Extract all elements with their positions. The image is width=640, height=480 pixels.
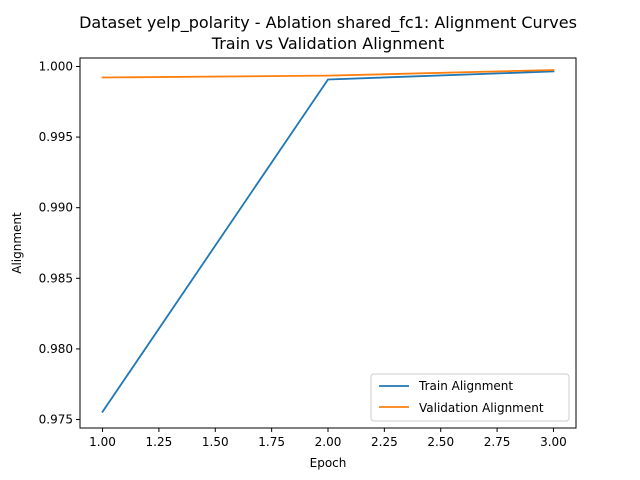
y-tick-label: 0.990 — [39, 201, 73, 215]
x-axis-label: Epoch — [310, 456, 347, 470]
y-tick-label: 1.000 — [39, 59, 73, 73]
x-tick-label: 1.50 — [202, 435, 229, 449]
x-tick-label: 3.00 — [540, 435, 567, 449]
plot-frame — [79, 57, 577, 429]
series-line-validation — [101, 69, 555, 79]
series-line-train — [101, 70, 555, 414]
x-tick-label: 2.50 — [427, 435, 454, 449]
y-axis-label: Alignment — [10, 212, 24, 274]
x-tick-label: 1.00 — [89, 435, 116, 449]
chart-subtitle: Train vs Validation Alignment — [211, 34, 444, 53]
y-tick-label: 0.980 — [39, 342, 73, 356]
legend-box — [370, 373, 570, 422]
y-tick-label: 0.975 — [39, 413, 73, 427]
x-tick-label: 1.25 — [146, 435, 173, 449]
y-tick-label: 0.995 — [39, 130, 73, 144]
legend-label-validation: Validation Alignment — [419, 401, 544, 415]
series-lines — [101, 69, 555, 414]
legend-label-train: Train Alignment — [418, 379, 513, 393]
legend: Train Alignment Validation Alignment — [370, 373, 570, 422]
chart-title: Dataset yelp_polarity - Ablation shared_… — [79, 13, 577, 33]
x-tick-label: 2.25 — [371, 435, 398, 449]
y-tick-label: 0.985 — [39, 271, 73, 285]
plot-area — [79, 57, 577, 429]
y-axis: 0.975 0.980 0.985 0.990 0.995 1.000 — [39, 59, 80, 427]
x-tick-label: 2.00 — [315, 435, 342, 449]
x-tick-label: 1.75 — [258, 435, 285, 449]
x-tick-label: 2.75 — [484, 435, 511, 449]
x-axis: 1.00 1.25 1.50 1.75 2.00 2.25 2.50 2.75 3.00 — [89, 428, 567, 449]
